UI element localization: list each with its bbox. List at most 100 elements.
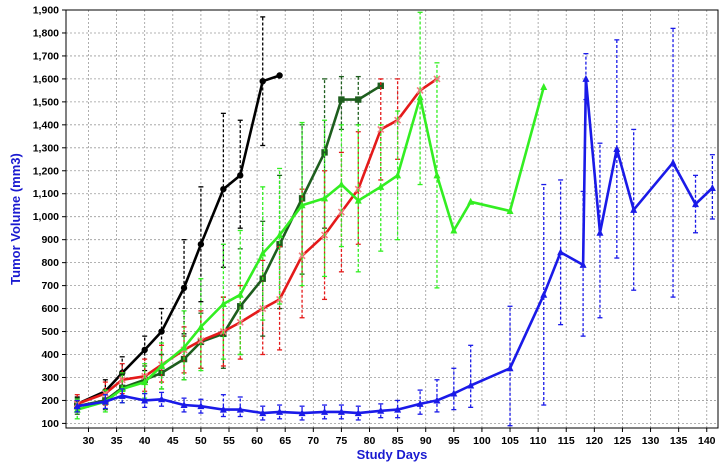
data-point xyxy=(259,249,267,257)
x-tick-label: 120 xyxy=(586,435,604,447)
data-point xyxy=(259,409,267,417)
x-tick-label: 105 xyxy=(501,435,519,447)
data-point xyxy=(236,405,244,413)
data-point xyxy=(467,197,475,205)
data-point xyxy=(158,328,165,335)
x-tick-label: 50 xyxy=(195,435,207,447)
y-tick-label: 100 xyxy=(41,418,59,430)
data-point xyxy=(118,391,126,399)
data-point xyxy=(506,364,514,372)
x-axis-ticks: 30 35 40 45 50 55 60 65 70 75 80 85 90 95 100 105 110 115… xyxy=(83,428,716,447)
data-point xyxy=(141,396,149,404)
data-point xyxy=(158,395,166,403)
data-point xyxy=(220,185,227,193)
plot-frame xyxy=(65,9,719,429)
data-point xyxy=(236,290,244,298)
data-point xyxy=(180,284,188,292)
series-5 xyxy=(73,27,716,427)
data-point xyxy=(450,389,458,397)
y-tick-label: 1,500 xyxy=(33,96,59,108)
data-point xyxy=(298,201,306,209)
y-tick-label: 600 xyxy=(41,303,59,315)
data-point xyxy=(337,208,345,216)
data-point xyxy=(158,361,166,369)
data-point xyxy=(355,96,362,103)
data-point xyxy=(337,407,345,415)
data-point xyxy=(101,397,109,405)
y-tick-label: 900 xyxy=(41,234,59,246)
y-axis-ticks: 100 200 300 400 500 600 700 800 900 1,000 1,100 1,2… xyxy=(33,5,66,430)
x-tick-label: 40 xyxy=(139,435,151,447)
data-point xyxy=(197,402,205,410)
data-point xyxy=(416,86,424,94)
x-tick-label: 60 xyxy=(251,435,263,447)
data-point xyxy=(338,96,345,103)
y-tick-label: 1,400 xyxy=(33,119,59,131)
data-point xyxy=(394,171,402,179)
y-tick-label: 200 xyxy=(41,395,59,407)
y-tick-label: 1,200 xyxy=(33,165,59,177)
data-point xyxy=(377,406,385,414)
data-point xyxy=(540,290,548,298)
y-axis-title: Tumor Volume (mm3) xyxy=(8,153,23,285)
x-tick-label: 110 xyxy=(530,435,547,447)
y-tick-label: 1,700 xyxy=(33,50,59,62)
x-tick-label: 75 xyxy=(336,435,348,447)
data-point xyxy=(433,171,441,179)
data-point xyxy=(540,82,548,90)
data-point xyxy=(259,77,266,85)
data-point xyxy=(337,180,345,188)
data-point xyxy=(433,75,441,83)
data-point xyxy=(180,401,188,409)
data-point xyxy=(219,405,227,413)
x-tick-label: 45 xyxy=(167,435,179,447)
x-axis-title: Study Days xyxy=(357,447,428,462)
data-point xyxy=(180,343,188,351)
data-point xyxy=(394,405,402,413)
data-point xyxy=(506,206,514,214)
data-point xyxy=(276,241,283,248)
x-tick-label: 35 xyxy=(111,435,123,447)
data-point xyxy=(276,231,284,239)
data-point xyxy=(197,337,205,345)
data-point xyxy=(708,183,716,191)
data-point xyxy=(433,396,441,404)
data-point xyxy=(354,196,362,204)
x-tick-label: 95 xyxy=(448,435,460,447)
y-tick-label: 1,300 xyxy=(33,142,59,154)
data-point xyxy=(557,248,565,256)
series-4 xyxy=(73,11,548,420)
series-line xyxy=(76,84,382,408)
x-tick-label: 115 xyxy=(558,435,575,447)
y-tick-label: 1,900 xyxy=(33,5,59,17)
data-point xyxy=(321,194,329,202)
data-point xyxy=(416,399,424,407)
data-point xyxy=(276,72,283,79)
x-tick-label: 90 xyxy=(420,435,432,447)
y-tick-label: 1,000 xyxy=(33,211,59,223)
data-point xyxy=(321,407,329,415)
data-point xyxy=(596,228,604,236)
data-point xyxy=(298,252,306,260)
data-point xyxy=(394,116,402,124)
y-tick-label: 700 xyxy=(41,280,59,292)
data-point xyxy=(73,402,81,410)
data-point xyxy=(237,172,244,179)
data-point xyxy=(101,389,109,398)
data-point xyxy=(692,200,700,208)
data-point xyxy=(377,82,384,89)
data-point xyxy=(416,93,424,101)
x-tick-label: 100 xyxy=(473,435,491,447)
y-tick-label: 800 xyxy=(41,257,59,269)
x-tick-label: 85 xyxy=(392,435,404,447)
data-point xyxy=(276,407,284,415)
x-tick-label: 70 xyxy=(307,435,319,447)
x-tick-label: 65 xyxy=(279,435,291,447)
data-point xyxy=(450,226,458,234)
x-tick-label: 135 xyxy=(670,435,688,447)
data-point xyxy=(582,74,590,82)
y-tick-label: 1,600 xyxy=(33,73,59,85)
y-tick-label: 400 xyxy=(41,349,59,361)
data-point xyxy=(669,158,677,166)
